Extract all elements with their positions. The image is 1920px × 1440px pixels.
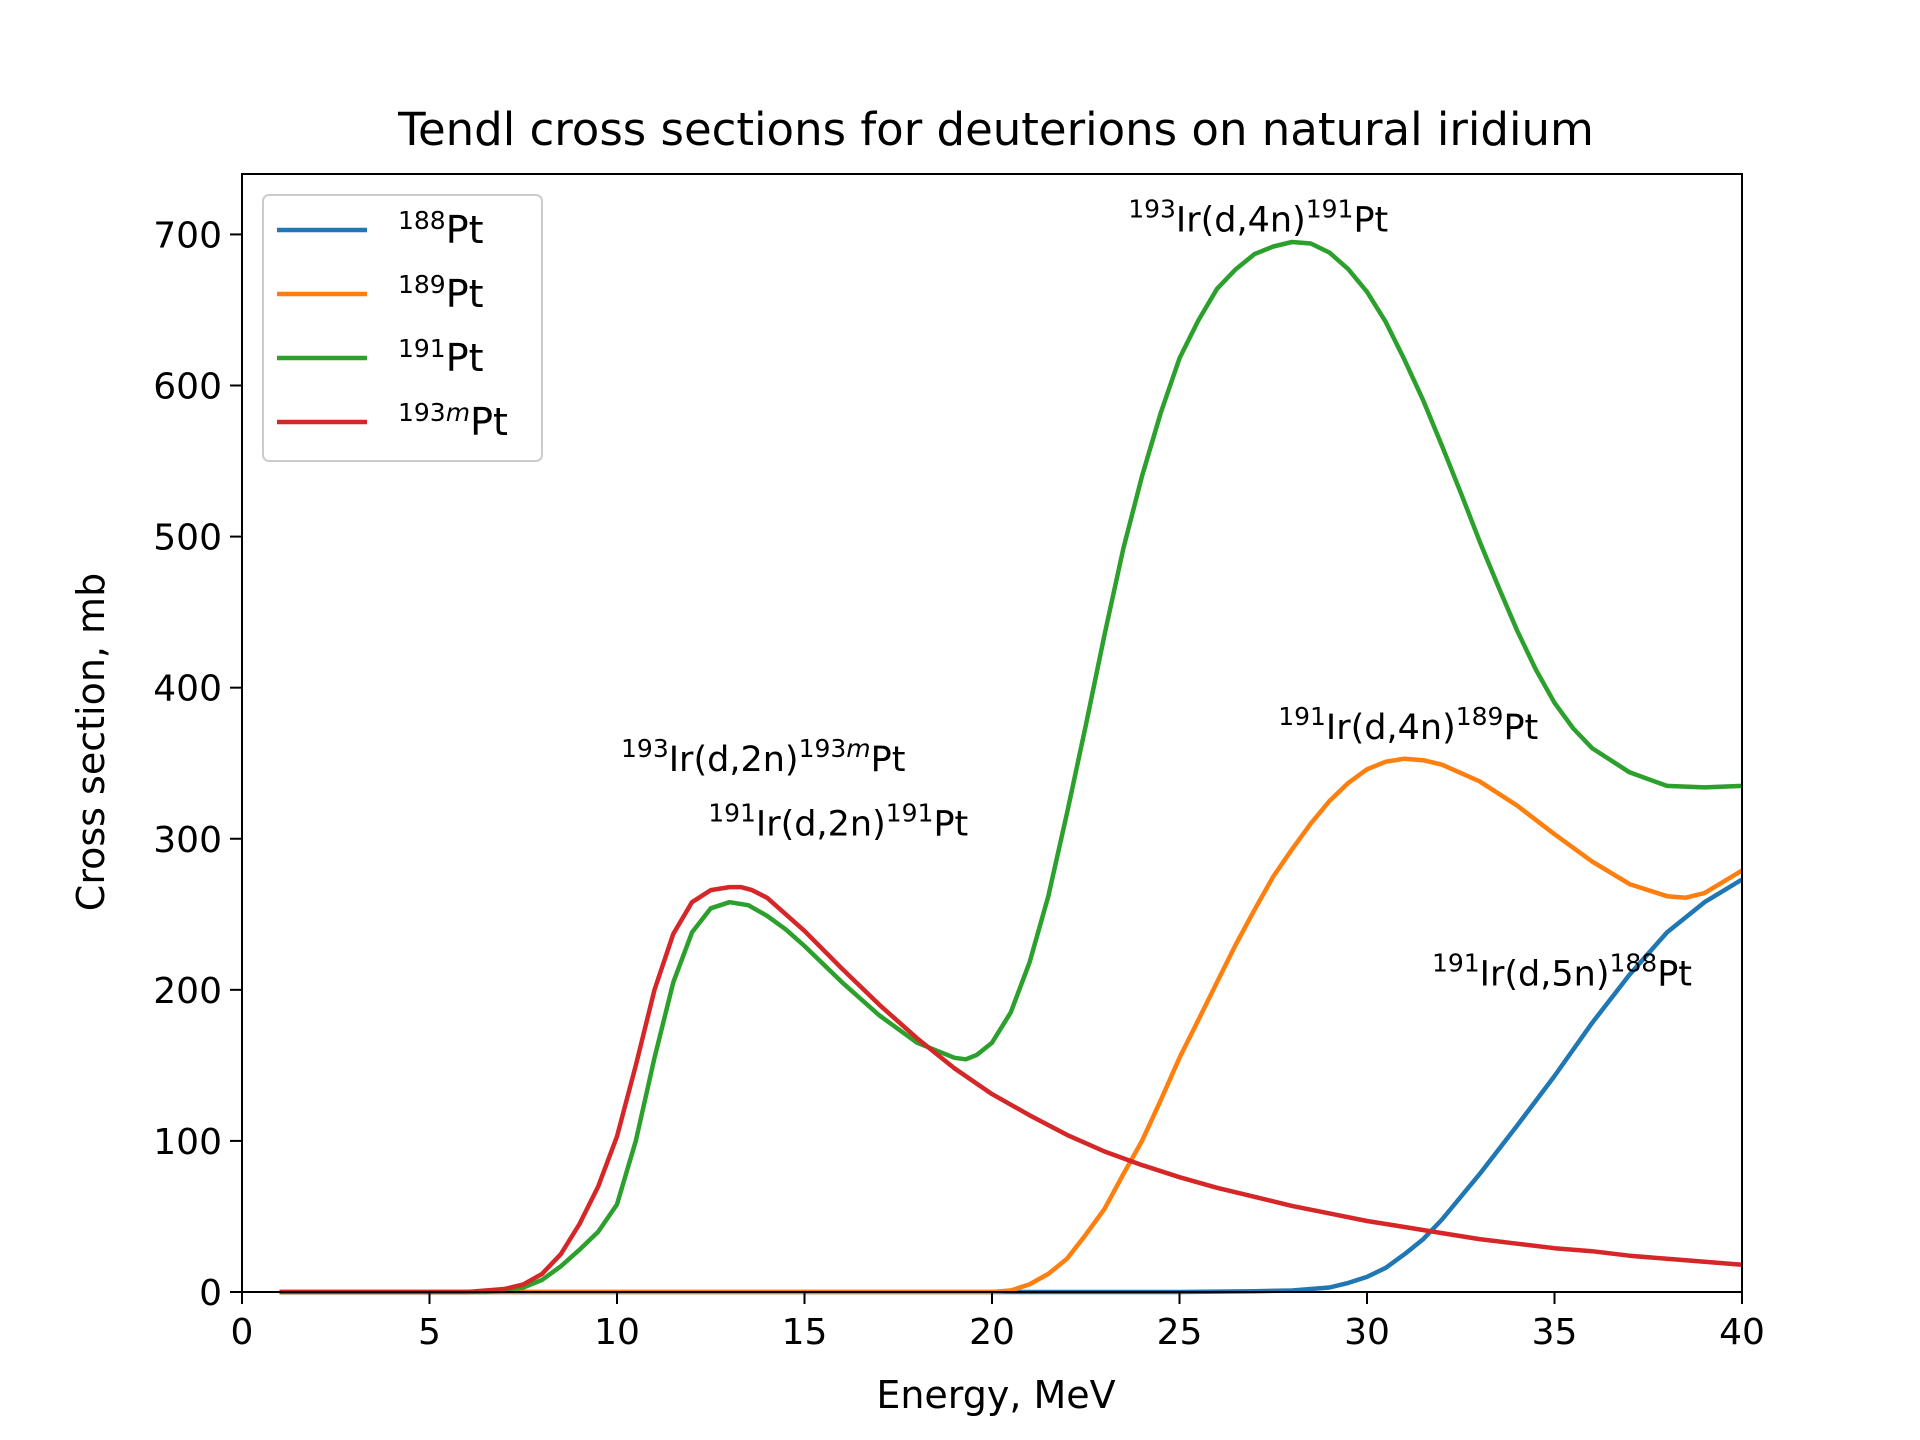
legend-label: 191Pt: [398, 334, 484, 381]
annotation-label: 193Ir(d,2n)193mPt: [621, 733, 905, 780]
annotation-label: 191Ir(d,4n)189Pt: [1278, 702, 1538, 749]
y-tick-label: 300: [153, 820, 222, 861]
x-tick-label: 10: [594, 1312, 640, 1353]
y-tick-label: 700: [153, 215, 222, 256]
y-tick-label: 400: [153, 669, 222, 710]
x-axis-label: Energy, MeV: [876, 1373, 1115, 1417]
y-tick-label: 600: [153, 367, 222, 408]
y-tick-label: 0: [199, 1273, 222, 1314]
x-tick-label: 40: [1719, 1312, 1765, 1353]
annotation-label: 193Ir(d,4n)191Pt: [1128, 194, 1388, 241]
x-tick-label: 0: [231, 1312, 254, 1353]
x-tick-label: 20: [969, 1312, 1015, 1353]
series-line-188-pt: [279, 877, 1744, 1295]
series-line-191-pt: [279, 239, 1743, 1295]
legend-label: 189Pt: [398, 270, 484, 317]
annotation-label: 191Ir(d,5n)188Pt: [1432, 948, 1692, 995]
series-group: [279, 239, 1744, 1295]
legend: 188Pt 189Pt 191Pt 193mPt: [262, 194, 543, 462]
legend-label: 193mPt: [398, 398, 508, 445]
y-axis-label: Cross section, mb: [69, 573, 113, 911]
series-line-193m-pt: [279, 884, 1743, 1295]
legend-label: 188Pt: [398, 206, 484, 253]
y-axis: 0 100 200 300 400 500 600 700: [153, 215, 242, 1314]
annotation-label: 191Ir(d,2n)191Pt: [708, 798, 968, 845]
y-tick-label: 200: [153, 971, 222, 1012]
x-tick-label: 5: [418, 1312, 441, 1353]
x-tick-label: 30: [1344, 1312, 1390, 1353]
y-tick-label: 100: [153, 1122, 222, 1163]
chart-title: Tendl cross sections for deuterions on n…: [397, 103, 1594, 156]
x-tick-label: 15: [782, 1312, 828, 1353]
legend-items: 188Pt 189Pt 191Pt 193mPt: [277, 206, 508, 445]
legend-box: [262, 194, 543, 462]
series-line-189-pt: [279, 756, 1744, 1295]
annotations: 193Ir(d,4n)191Pt 193Ir(d,2n)193mPt 191Ir(d…: [621, 194, 1692, 994]
x-tick-label: 25: [1157, 1312, 1203, 1353]
x-tick-label: 35: [1532, 1312, 1578, 1353]
plot-area: 0 5 10 15 20 25 30 35 40 0100200300400500600700 …: [153, 173, 1765, 1353]
y-tick-label: 500: [153, 518, 222, 559]
x-axis: 0 5 10 15 20 25 30 35 40: [231, 1292, 1765, 1353]
